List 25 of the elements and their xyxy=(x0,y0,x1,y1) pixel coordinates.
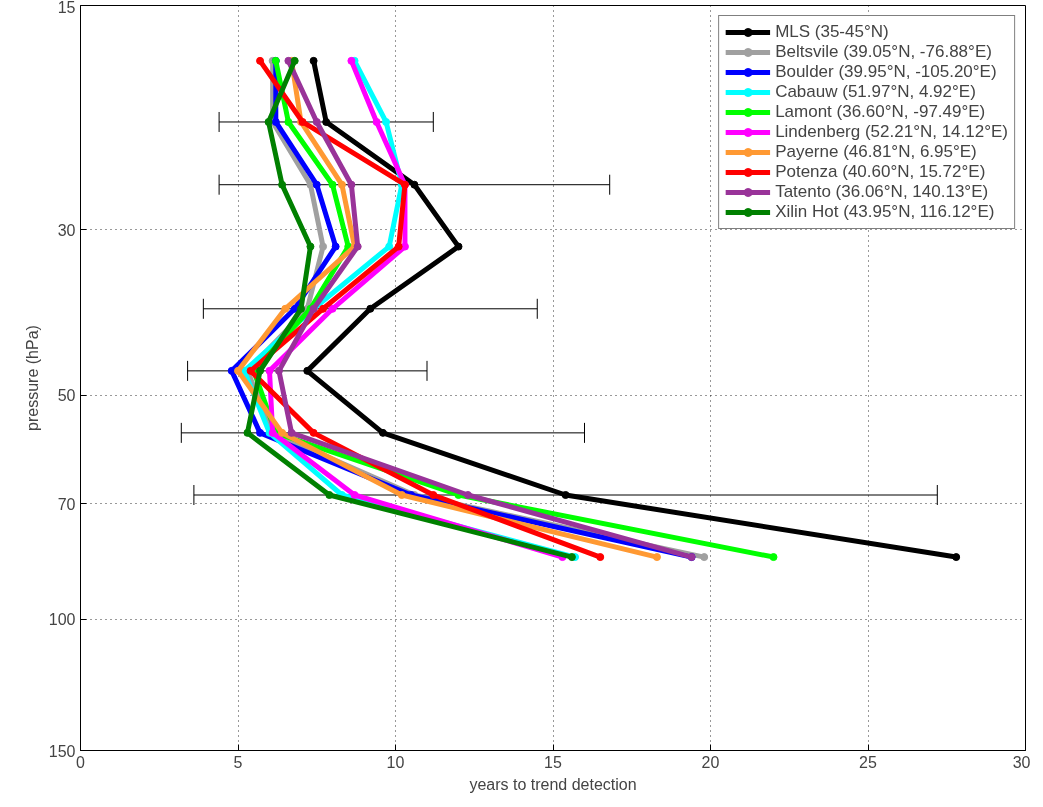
legend-label: Lindenberg (52.21°N, 14.12°E) xyxy=(775,122,1008,142)
legend-label: Tatento (36.06°N, 140.13°E) xyxy=(775,182,989,202)
x-tick-label: 25 xyxy=(859,753,877,771)
y-tick-label: 150 xyxy=(48,742,76,760)
legend-label: Beltsvile (39.05°N, -76.88°E) xyxy=(775,42,992,62)
legend-label: MLS (35-45°N) xyxy=(775,22,889,42)
legend-label: Cabauw (51.97°N, 4.92°E) xyxy=(775,82,976,102)
legend-label: Boulder (39.95°N, -105.20°E) xyxy=(775,62,997,82)
x-tick-label: 5 xyxy=(233,753,243,771)
x-axis-title: years to trend detection xyxy=(469,775,637,793)
x-tick-label: 30 xyxy=(1012,753,1031,771)
legend-label: Lamont (36.60°N, -97.49°E) xyxy=(775,102,986,122)
y-tick-label: 15 xyxy=(57,0,76,16)
y-tick-label: 30 xyxy=(57,221,76,239)
y-tick-label: 100 xyxy=(48,611,76,629)
x-tick-label: 15 xyxy=(544,753,562,771)
y-tick-label: 50 xyxy=(57,387,76,405)
legend-label: Xilin Hot (43.95°N, 116.12°E) xyxy=(775,202,995,222)
x-tick-label: 20 xyxy=(701,753,720,771)
legend-label: Potenza (40.60°N, 15.72°E) xyxy=(775,162,986,182)
legend-label: Payerne (46.81°N, 6.95°E) xyxy=(775,142,977,162)
x-tick-label: 0 xyxy=(76,753,86,771)
y-tick-label: 70 xyxy=(57,495,76,513)
y-axis-title: pressure (hPa) xyxy=(23,325,41,431)
x-tick-label: 10 xyxy=(386,753,405,771)
